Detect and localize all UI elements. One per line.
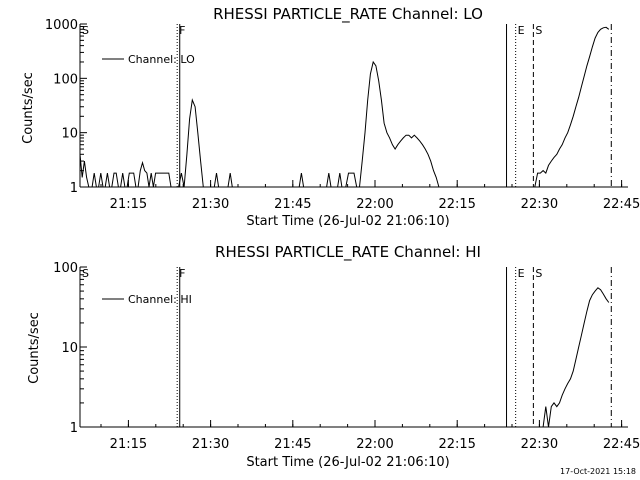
- chart-panel-lo: RHESSI PARTICLE_RATE Channel: LO Counts/…: [21, 5, 640, 229]
- x-tick-label: 21:15: [110, 437, 147, 452]
- chart-title: RHESSI PARTICLE_RATE Channel: HI: [215, 243, 481, 262]
- x-tick-label: 21:30: [192, 197, 229, 212]
- x-tick-label: 22:45: [603, 197, 640, 212]
- marker-label: E: [518, 24, 525, 37]
- x-tick-label: 21:15: [110, 197, 147, 212]
- x-tick-label: 21:45: [274, 197, 311, 212]
- series-line: [542, 287, 610, 428]
- series-line: [227, 173, 233, 188]
- x-tick-label: 21:45: [274, 437, 311, 452]
- series-line: [359, 60, 440, 188]
- series-line: [534, 26, 610, 188]
- marker-label: S: [535, 24, 542, 37]
- y-tick-label: 10: [61, 127, 78, 142]
- marker-label: S: [82, 267, 89, 280]
- marker-label: F: [179, 267, 185, 280]
- series-line: [79, 154, 174, 188]
- footer-timestamp: 17-Oct-2021 15:18: [560, 467, 636, 476]
- y-tick-label: 1: [70, 181, 78, 196]
- marker-label: S: [82, 24, 89, 37]
- marker-label: F: [179, 24, 185, 37]
- x-tick-label: 22:00: [356, 197, 393, 212]
- y-axis-label: Counts/sec: [21, 72, 36, 144]
- chart-panel-hi: RHESSI PARTICLE_RATE Channel: HI Counts/…: [27, 243, 640, 470]
- x-tick-label: 22:15: [438, 197, 475, 212]
- series-line: [345, 172, 358, 188]
- legend-label: Channel: HI: [128, 293, 192, 306]
- series-line: [213, 173, 220, 188]
- series-line: [337, 173, 343, 188]
- y-tick-label: 10: [61, 341, 78, 356]
- x-tick-label: 22:45: [603, 437, 640, 452]
- series-line: [178, 98, 204, 188]
- plot-layer: 1 10 100 1000 21:15 21:30 21:45 22:00 22:15 22:30…: [45, 18, 640, 212]
- series-line: [326, 173, 332, 188]
- plot-layer: 1 10 100 21:15 21:30 21:45 22:00 22:15 22:30 22:4…: [53, 261, 640, 452]
- x-tick-label: 22:00: [356, 437, 393, 452]
- chart-title: RHESSI PARTICLE_RATE Channel: LO: [213, 5, 483, 24]
- legend-label: Channel: LO: [128, 53, 195, 66]
- legend: Channel: HI: [102, 293, 192, 306]
- x-tick-label: 22:15: [438, 437, 475, 452]
- x-axis-label: Start Time (26-Jul-02 21:06:10): [246, 214, 449, 229]
- x-tick-label: 22:30: [521, 197, 558, 212]
- y-tick-label: 100: [53, 72, 78, 87]
- marker-label: S: [535, 267, 542, 280]
- marker-label: E: [518, 267, 525, 280]
- y-tick-label: 1: [70, 421, 78, 436]
- y-tick-label: 1000: [45, 18, 78, 33]
- y-tick-label: 100: [53, 261, 78, 276]
- series-line: [298, 173, 305, 188]
- y-axis-label: Counts/sec: [27, 312, 42, 384]
- x-tick-label: 21:30: [192, 437, 229, 452]
- x-axis-label: Start Time (26-Jul-02 21:06:10): [246, 455, 449, 470]
- x-tick-label: 22:30: [521, 437, 558, 452]
- legend: Channel: LO: [102, 53, 195, 66]
